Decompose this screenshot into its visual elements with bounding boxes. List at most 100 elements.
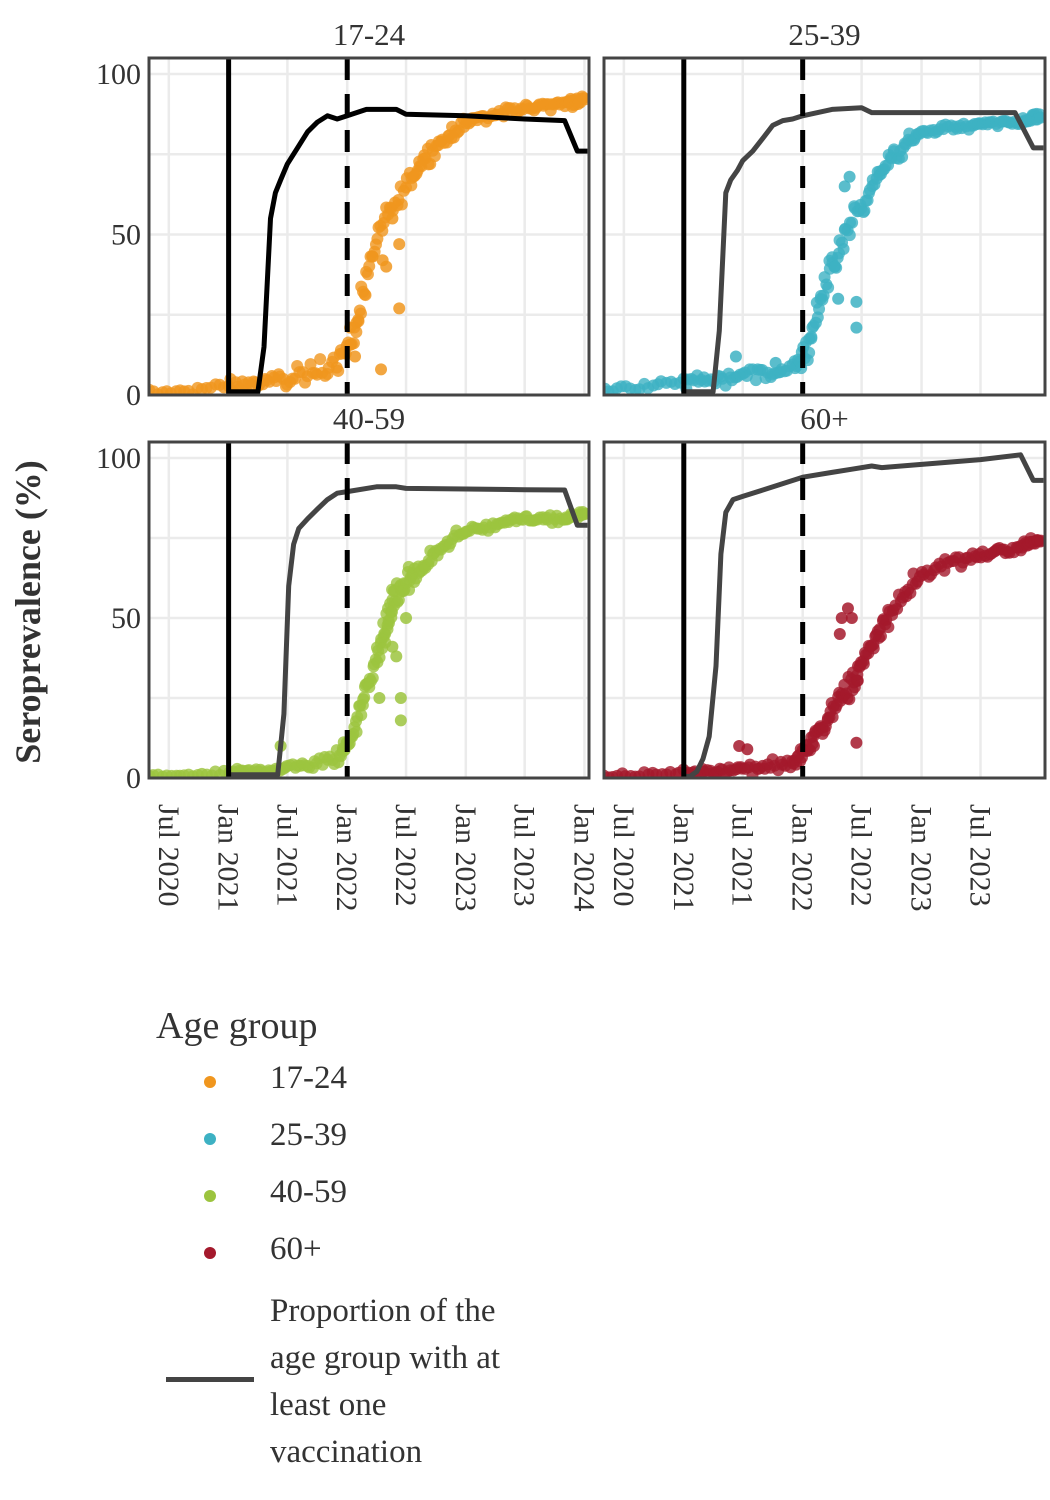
- sero-point: [843, 229, 856, 242]
- sero-point: [359, 289, 372, 302]
- sero-point: [347, 337, 360, 350]
- y-tick-label: 50: [111, 602, 141, 635]
- y-tick-label: 0: [126, 762, 141, 795]
- x-tick-label: Jan 2021: [667, 804, 700, 912]
- panel-25-39: 25-39: [602, 17, 1047, 397]
- sero-point-outlier: [393, 238, 406, 251]
- x-tick-label: Jul 2021: [726, 804, 759, 907]
- vaccination-line: [228, 484, 588, 778]
- sero-point: [395, 198, 408, 211]
- sero-point-outlier: [375, 363, 388, 376]
- y-axis-label: Seroprevalence (%): [8, 460, 48, 764]
- sero-point: [807, 740, 820, 753]
- sero-point: [749, 374, 762, 387]
- legend-item-17-24: 17-24: [156, 1056, 576, 1113]
- sero-point: [578, 93, 589, 106]
- panel-title: 25-39: [788, 17, 860, 52]
- sero-point: [803, 346, 816, 359]
- vaccination-line: [683, 105, 1044, 395]
- sero-point-outlier: [373, 692, 386, 704]
- vaccination-line: [683, 452, 1044, 778]
- sero-point: [332, 364, 345, 377]
- sero-point-outlier: [850, 321, 863, 334]
- x-tick-label: Jan 2022: [786, 804, 819, 912]
- sero-point: [805, 332, 818, 345]
- x-tick-label: Jan 2022: [330, 804, 363, 912]
- x-tick-label: Jul 2022: [389, 804, 422, 907]
- sero-point-outlier: [729, 350, 742, 363]
- panel-frame: [602, 56, 1047, 397]
- panel-title: 40-59: [333, 401, 405, 436]
- sero-point: [363, 260, 376, 273]
- sero-point-outlier: [394, 714, 407, 727]
- panels-layer: 17-24 0 50 100 25-39 40-59 0 50 100 Jul 2020 Jan 2…: [96, 17, 1047, 912]
- sero-point: [579, 507, 589, 520]
- y-tick-label: 100: [96, 58, 141, 91]
- sero-point-outlier: [850, 736, 863, 749]
- legend-marker-40-59: [204, 1190, 216, 1202]
- panel-frame: [147, 440, 591, 780]
- legend-item-vaccination: Proportion of the age group with at leas…: [156, 1290, 576, 1480]
- sero-point: [355, 709, 368, 722]
- panel-17-24: 17-24 0 50 100: [96, 17, 591, 412]
- sero-point-outlier: [349, 350, 362, 363]
- sero-point: [882, 621, 895, 634]
- sero-point: [373, 651, 386, 664]
- sero-point: [1034, 534, 1045, 547]
- x-tick-label: Jan 2023: [905, 804, 938, 912]
- panel-frame: [147, 56, 591, 397]
- sero-point-outlier: [832, 292, 845, 305]
- sero-point: [428, 150, 441, 163]
- sero-point: [851, 674, 864, 687]
- legend-marker-17-24: [204, 1076, 216, 1088]
- sero-point: [354, 307, 367, 320]
- x-tick-label: Jul 2020: [607, 804, 640, 907]
- x-tick-label: Jul 2021: [270, 804, 303, 907]
- panel-title: 17-24: [333, 17, 406, 52]
- y-tick-label: 100: [96, 442, 141, 475]
- sero-point: [1034, 111, 1045, 124]
- sero-point-outlier: [769, 356, 782, 369]
- sero-point-outlier: [838, 180, 851, 193]
- legend-line-label: Proportion of the age group with at leas…: [270, 1293, 501, 1470]
- sero-point-outlier: [390, 650, 403, 663]
- sero-point: [314, 353, 327, 366]
- sero-point-outlier: [841, 602, 854, 615]
- x-tick-label: Jan 2023: [449, 804, 482, 912]
- sero-point: [358, 691, 371, 704]
- sero-point: [846, 216, 859, 229]
- sero-point-outlier: [852, 660, 865, 672]
- y-tick-label: 50: [111, 219, 141, 252]
- sero-point-outlier: [394, 692, 407, 704]
- x-tick-label: Jul 2022: [845, 804, 878, 907]
- legend-marker-25-39: [204, 1133, 216, 1145]
- sero-point: [896, 150, 909, 163]
- x-tick-label: Jan 2021: [212, 804, 245, 912]
- panel-title: 60+: [800, 401, 848, 436]
- sero-point: [813, 303, 826, 316]
- sero-point: [858, 204, 871, 217]
- panel-content: [604, 442, 1045, 778]
- sero-point: [366, 671, 379, 684]
- y-tick-label: 0: [126, 379, 141, 412]
- legend-item-25-39: 25-39: [156, 1113, 576, 1170]
- sero-point: [822, 281, 835, 294]
- panel-content: [604, 58, 1045, 395]
- sero-point: [837, 243, 850, 256]
- sero-points: [604, 107, 1045, 395]
- legend-label: 60+: [270, 1231, 322, 1267]
- panel-content: [149, 58, 589, 395]
- sero-point-outlier: [850, 295, 863, 308]
- sero-point-outlier: [400, 612, 413, 624]
- sero-point-outlier: [843, 170, 856, 183]
- legend-line-swatch: [166, 1377, 254, 1382]
- legend-item-40-59: 40-59: [156, 1170, 576, 1227]
- sero-point-outlier: [386, 640, 399, 653]
- panel-60+: 60+ Jul 2020 Jan 2021 Jul 2021 Jan 2022 Jul 2…: [602, 401, 1047, 912]
- x-tick-label: Jul 2020: [152, 804, 185, 907]
- legend-item-60plus: 60+: [156, 1227, 576, 1284]
- legend-label: 17-24: [270, 1060, 347, 1096]
- sero-point: [350, 725, 363, 738]
- sero-point-outlier: [828, 260, 841, 273]
